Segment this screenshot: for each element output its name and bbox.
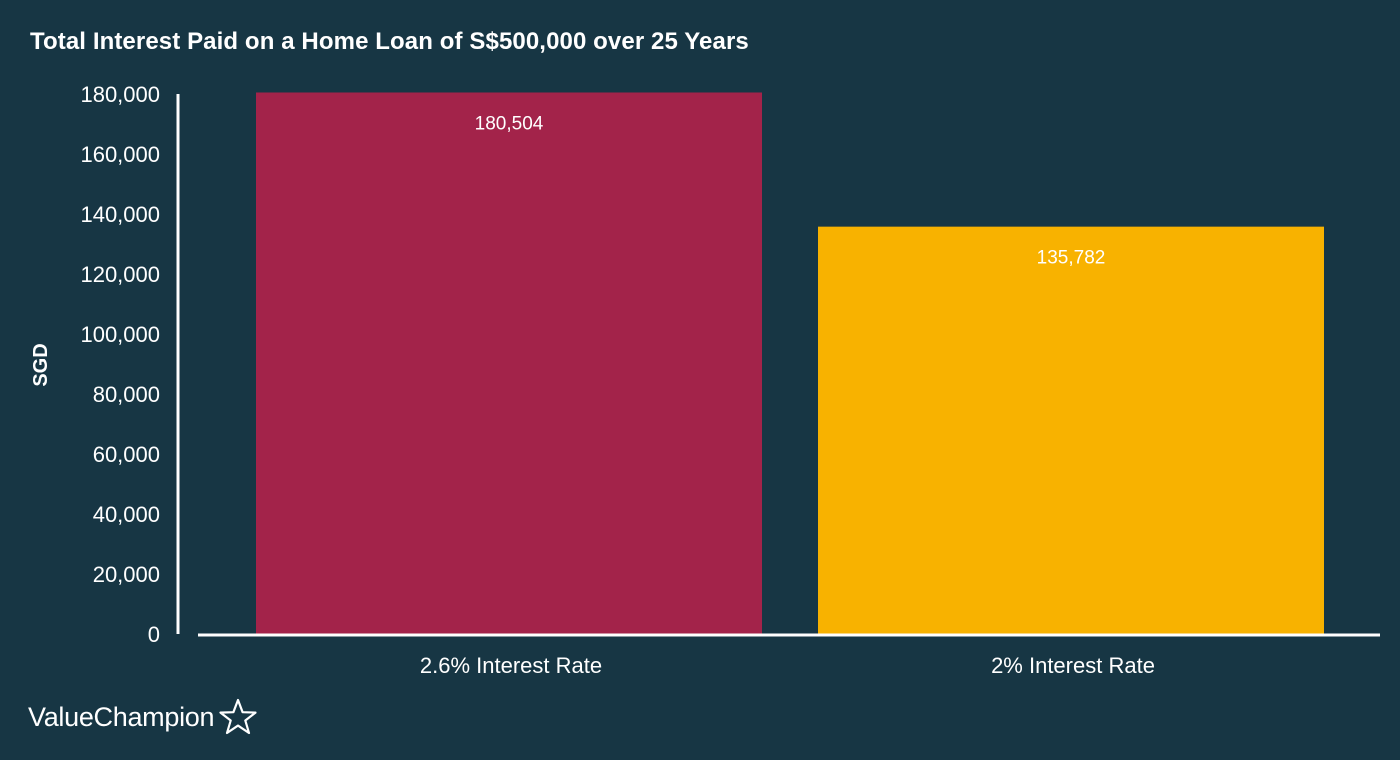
x-tick-label: 2.6% Interest Rate [420,653,602,678]
bar-value-label: 135,782 [1037,248,1106,269]
y-tick-label: 0 [148,622,160,647]
bar [256,92,762,635]
chart-title: Total Interest Paid on a Home Loan of S$… [30,28,749,55]
bar-value-label: 180,504 [475,113,544,134]
y-tick-label: 160,000 [80,142,160,167]
brand-logo: ValueChampion [28,697,258,737]
y-axis-ticks: 0 20,000 40,000 60,000 80,000 100,000 120,000 1… [80,82,160,647]
y-tick-label: 80,000 [93,382,160,407]
bars-group: 180,504 135,782 [256,92,1324,635]
y-tick-label: 180,000 [80,82,160,107]
star-outline-icon [219,698,257,735]
y-axis-label: SGD [30,343,52,386]
y-tick-label: 140,000 [80,202,160,227]
y-tick-label: 40,000 [93,502,160,527]
y-tick-label: 100,000 [80,322,160,347]
brand-name: ValueChampion [28,701,215,732]
x-tick-label: 2% Interest Rate [991,653,1155,678]
bar [818,226,1324,635]
x-axis-ticks: 2.6% Interest Rate 2% Interest Rate [420,653,1155,678]
y-tick-label: 60,000 [93,442,160,467]
y-tick-label: 120,000 [80,262,160,287]
y-tick-label: 20,000 [93,562,160,587]
